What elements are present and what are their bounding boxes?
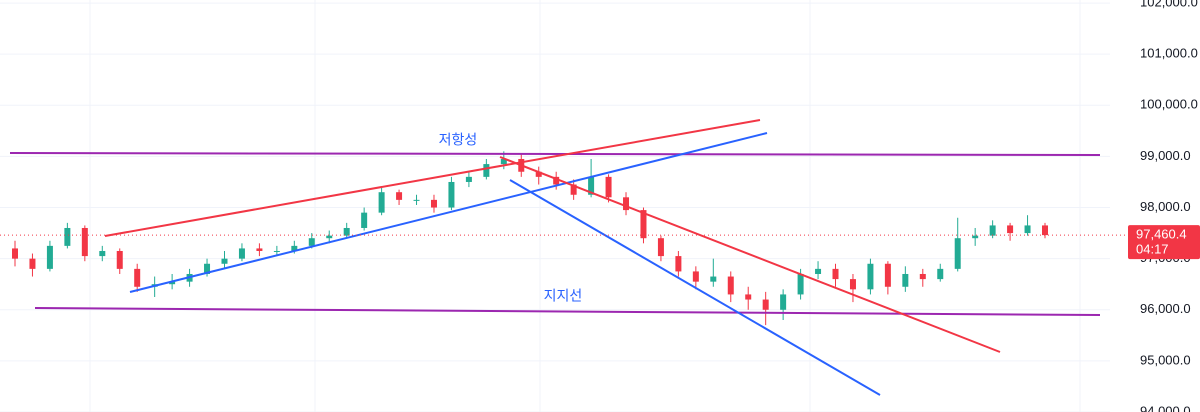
candle-body: [989, 225, 996, 236]
candle-body: [675, 256, 682, 272]
y-tick-label: 94,000.0: [1140, 403, 1191, 412]
candle-body: [500, 158, 507, 165]
candle-body: [483, 164, 490, 177]
candle-body: [273, 250, 280, 252]
candle-body: [657, 238, 664, 257]
candle-body: [605, 176, 612, 198]
candle-body: [535, 171, 542, 177]
candle-body: [12, 248, 18, 259]
candle-body: [81, 227, 88, 257]
y-tick-label: 99,000.0: [1140, 148, 1191, 163]
annotation: 저항성: [439, 132, 478, 148]
candle-body: [797, 273, 804, 295]
candle-body: [308, 238, 315, 246]
candle-body: [710, 276, 717, 282]
candle-body: [937, 268, 944, 280]
candle-body: [972, 235, 979, 239]
candle-body: [780, 294, 787, 310]
candle-body: [1042, 225, 1048, 236]
candle-body: [430, 199, 437, 208]
candle-body: [815, 268, 822, 274]
candle-body: [867, 263, 874, 290]
resistance-line: [9, 152, 1101, 156]
candles: [12, 151, 1048, 326]
y-tick-label: 100,000.0: [1140, 97, 1198, 112]
candle-body: [116, 250, 123, 269]
candle-body: [99, 250, 106, 257]
candle-body: [343, 227, 350, 236]
candle-body: [727, 276, 734, 295]
candle-body: [762, 299, 769, 310]
candle-body: [326, 235, 333, 239]
candle-body: [413, 199, 420, 201]
candle-body: [238, 248, 245, 259]
candle-body: [954, 238, 961, 269]
last-price-label: 97,460.4: [1136, 227, 1187, 242]
candle-body: [849, 279, 856, 290]
last-price-tag: [1128, 225, 1200, 260]
trend-line: [129, 132, 768, 293]
y-tick-label: 98,000.0: [1140, 199, 1191, 214]
candle-body: [134, 268, 141, 287]
candle-body: [29, 258, 36, 269]
candle-body: [745, 294, 752, 300]
candle-body: [832, 268, 839, 280]
countdown-label: 04:17: [1136, 242, 1169, 257]
candle-body: [64, 227, 71, 246]
trend-line: [104, 119, 761, 237]
candle-body: [291, 245, 298, 251]
candle-body: [256, 248, 263, 251]
candle-body: [169, 281, 176, 285]
trend-line: [499, 156, 1001, 353]
candle-body: [884, 263, 891, 287]
y-tick-label: 95,000.0: [1140, 352, 1191, 367]
y-tick-label: 101,000.0: [1140, 46, 1198, 61]
candle-body: [553, 176, 560, 185]
trend-line: [509, 179, 881, 396]
candle-body: [919, 273, 926, 280]
annotation: 지지선: [544, 288, 583, 304]
candle-body: [448, 181, 455, 208]
support-line: [34, 307, 1101, 316]
candle-body: [221, 258, 228, 264]
candle-body: [1024, 225, 1031, 234]
candle-body: [902, 273, 909, 287]
candle-body: [588, 176, 595, 195]
candle-body: [692, 271, 699, 282]
candle-body: [1007, 225, 1014, 234]
candle-body: [623, 197, 630, 211]
candle-body: [465, 176, 472, 182]
candle-body: [204, 263, 211, 274]
candle-body: [396, 192, 403, 200]
y-tick-label: 102,000.0: [1140, 0, 1198, 10]
candle-body: [361, 212, 368, 228]
candle-body: [570, 184, 577, 195]
candle-body: [378, 192, 385, 213]
candle-body: [640, 210, 647, 239]
candle-body: [46, 245, 53, 269]
drawings: 저항성 지지선: [9, 119, 1101, 396]
y-tick-label: 96,000.0: [1140, 301, 1191, 316]
